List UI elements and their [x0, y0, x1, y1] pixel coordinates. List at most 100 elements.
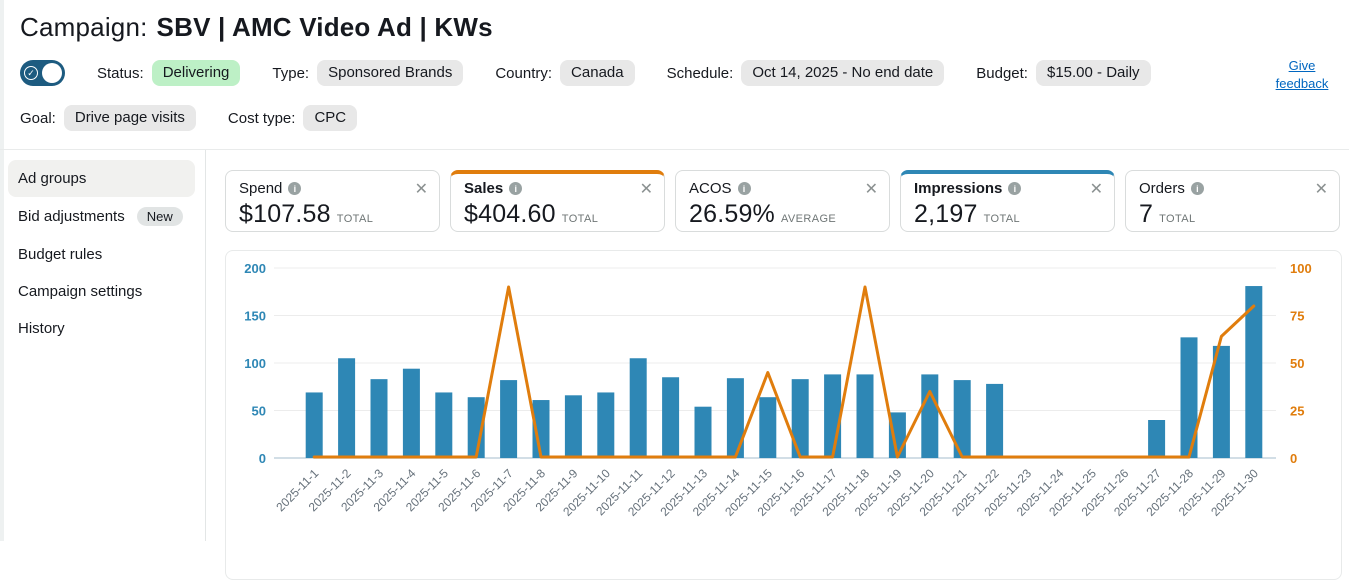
schedule-group: Schedule: Oct 14, 2025 - No end date	[667, 60, 945, 86]
toggle-knob	[42, 63, 62, 83]
close-icon[interactable]: ✕	[1314, 181, 1328, 198]
right-axis-tick: 100	[1290, 261, 1312, 276]
close-icon[interactable]: ✕	[639, 181, 653, 198]
budget-group: Budget: $15.00 - Daily	[976, 60, 1151, 86]
budget-badge: $15.00 - Daily	[1035, 60, 1151, 86]
campaign-meta-row-1: ✓ Status: Delivering Type: Sponsored Bra…	[20, 59, 1331, 87]
left-axis-tick: 0	[259, 451, 266, 466]
metric-value: 26.59%	[689, 200, 775, 228]
schedule-badge: Oct 14, 2025 - No end date	[741, 60, 945, 86]
cost-type-badge: CPC	[303, 105, 358, 131]
metric-label: Spend	[239, 180, 283, 197]
performance-chart: 05010015020002550751002025-11-12025-11-2…	[244, 261, 1312, 519]
right-axis-tick: 25	[1290, 404, 1304, 419]
bar-impressions-2025-11-5	[435, 392, 453, 458]
type-label: Type:	[272, 64, 310, 82]
bar-impressions-2025-11-13	[694, 406, 712, 458]
type-badge: Sponsored Brands	[317, 60, 464, 86]
goal-label: Goal:	[20, 109, 56, 127]
bar-impressions-2025-11-21	[953, 380, 971, 458]
left-axis-tick: 200	[244, 261, 266, 276]
bar-impressions-2025-11-20	[921, 374, 939, 458]
status-group: Status: Delivering	[97, 60, 241, 86]
right-axis-tick: 75	[1290, 309, 1304, 324]
info-icon[interactable]: i	[288, 182, 302, 195]
metric-card-acos[interactable]: ACOS i ✕ 26.59% AVERAGE	[675, 170, 890, 232]
goal-badge: Drive page visits	[63, 105, 196, 131]
bar-impressions-2025-11-14	[726, 378, 744, 458]
metric-qualifier: TOTAL	[1159, 213, 1196, 225]
bar-impressions-2025-11-4	[402, 368, 420, 458]
bar-impressions-2025-11-2	[338, 358, 356, 458]
right-axis-tick: 0	[1290, 451, 1297, 466]
metric-qualifier: TOTAL	[561, 213, 599, 225]
cost-type-group: Cost type: CPC	[227, 105, 358, 131]
country-badge: Canada	[560, 60, 635, 86]
performance-chart-panel: 0 50 100 150 200 0 25 50 75 100 2025-11-1 2025-11-2…	[225, 250, 1342, 580]
check-icon: ✓	[24, 66, 38, 80]
new-badge: New	[136, 207, 183, 226]
campaign-status-toggle[interactable]: ✓	[20, 60, 65, 86]
bar-impressions-2025-11-16	[791, 379, 809, 458]
status-badge: Delivering	[151, 60, 241, 86]
campaign-sidebar: Ad groups Bid adjustments New Budget rules C…	[0, 150, 206, 541]
status-label: Status:	[97, 64, 144, 82]
sidebar-item-label: Bid adjustments	[18, 208, 125, 225]
bar-impressions-2025-11-10	[597, 392, 615, 458]
sidebar-item-budget-rules[interactable]: Budget rules	[8, 236, 195, 273]
campaign-header: Campaign: SBV | AMC Video Ad | KWs Give f…	[0, 0, 1349, 150]
left-axis-tick: 50	[252, 404, 266, 419]
left-axis-tick: 150	[244, 309, 266, 324]
metric-label: ACOS	[689, 180, 732, 197]
bar-impressions-2025-11-30	[1245, 286, 1263, 458]
bar-impressions-2025-11-11	[629, 358, 647, 458]
metric-value: 2,197	[914, 200, 978, 228]
give-feedback-link[interactable]: Give feedback	[1275, 58, 1329, 92]
close-icon[interactable]: ✕	[1089, 181, 1103, 198]
sidebar-item-history[interactable]: History	[8, 310, 195, 347]
bar-impressions-2025-11-15	[759, 397, 777, 458]
metric-qualifier: TOTAL	[983, 213, 1020, 225]
sidebar-item-label: Campaign settings	[18, 283, 143, 300]
bar-impressions-2025-11-8	[532, 400, 550, 458]
sidebar-item-ad-groups[interactable]: Ad groups	[8, 160, 195, 197]
page-title: Campaign: SBV | AMC Video Ad | KWs	[20, 12, 1331, 43]
window-edge	[0, 0, 4, 541]
sidebar-item-bid-adjustments[interactable]: Bid adjustments New	[8, 197, 195, 236]
bar-impressions-2025-11-3	[370, 379, 388, 458]
type-group: Type: Sponsored Brands	[272, 60, 464, 86]
metric-value: $107.58	[239, 200, 331, 228]
metric-card-orders[interactable]: Orders i ✕ 7 TOTAL	[1125, 170, 1340, 232]
info-icon[interactable]: i	[1190, 182, 1204, 195]
metric-cards-row: Spend i ✕ $107.58 TOTAL Sales i ✕ $404.6…	[225, 170, 1349, 232]
sidebar-item-campaign-settings[interactable]: Campaign settings	[8, 273, 195, 310]
bar-impressions-2025-11-7	[500, 380, 518, 458]
cost-type-label: Cost type:	[227, 109, 296, 127]
metric-card-sales[interactable]: Sales i ✕ $404.60 TOTAL	[450, 170, 665, 232]
metric-qualifier: TOTAL	[336, 213, 374, 225]
close-icon[interactable]: ✕	[864, 181, 878, 198]
metric-card-impressions[interactable]: Impressions i ✕ 2,197 TOTAL	[900, 170, 1115, 232]
line-sales	[312, 285, 1256, 459]
metric-qualifier: AVERAGE	[781, 213, 837, 225]
bar-impressions-2025-11-12	[662, 377, 680, 458]
left-axis-tick: 100	[244, 356, 266, 371]
content-area: Ad groups Bid adjustments New Budget rules C…	[0, 150, 1349, 580]
metric-label: Orders	[1139, 180, 1185, 197]
main-panel: Spend i ✕ $107.58 TOTAL Sales i ✕ $404.6…	[206, 150, 1349, 580]
close-icon[interactable]: ✕	[414, 181, 428, 198]
sidebar-item-label: History	[18, 320, 65, 337]
bar-impressions-2025-11-28	[1180, 337, 1198, 458]
goal-group: Goal: Drive page visits	[20, 105, 196, 131]
right-axis-tick: 50	[1290, 356, 1304, 371]
info-icon[interactable]: i	[509, 182, 523, 195]
bar-impressions-2025-11-17	[824, 374, 842, 458]
metric-value: $404.60	[464, 200, 556, 228]
metric-card-spend[interactable]: Spend i ✕ $107.58 TOTAL	[225, 170, 440, 232]
bar-impressions-2025-11-29	[1212, 345, 1230, 458]
info-icon[interactable]: i	[1008, 182, 1022, 195]
info-icon[interactable]: i	[737, 182, 751, 195]
title-prefix: Campaign:	[20, 12, 148, 42]
bar-impressions-2025-11-6	[467, 397, 485, 458]
sidebar-item-label: Budget rules	[18, 246, 103, 263]
